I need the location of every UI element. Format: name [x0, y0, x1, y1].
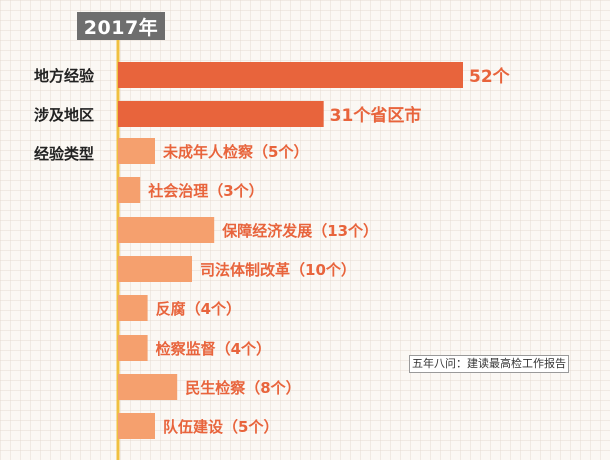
- type-label: 队伍建设（5个）: [163, 418, 278, 436]
- category-label: 地方经验: [34, 67, 95, 85]
- value-label: 52个: [469, 66, 511, 87]
- group-label: 经验类型: [34, 145, 94, 163]
- category-label: 涉及地区: [34, 106, 94, 124]
- type-label: 未成年人检察（5个）: [162, 143, 308, 161]
- year-badge: 2017年: [77, 12, 165, 40]
- bar-地方经验: [118, 62, 463, 88]
- bar-社会治理: [118, 177, 141, 203]
- value-label: 31个省区市: [330, 105, 422, 126]
- bar-队伍建设: [118, 413, 155, 439]
- bar-未成年人检察: [118, 138, 155, 164]
- bar-检察监督: [118, 335, 148, 361]
- type-label: 民生检察（8个）: [185, 379, 300, 397]
- type-label: 司法体制改革（10个）: [200, 261, 356, 279]
- source-note: 五年八问：建读最高检工作报告: [409, 355, 569, 373]
- type-label: 检察监督（4个）: [156, 340, 271, 358]
- type-label: 社会治理（3个）: [147, 182, 263, 200]
- type-label: 反腐（4个）: [156, 300, 241, 318]
- bar-司法体制改革: [118, 256, 192, 282]
- bar-涉及地区: [118, 101, 324, 127]
- bar-反腐: [118, 295, 148, 321]
- bar-民生检察: [118, 374, 178, 400]
- bar-保障经济发展: [118, 217, 215, 243]
- type-label: 保障经济发展（13个）: [221, 222, 378, 240]
